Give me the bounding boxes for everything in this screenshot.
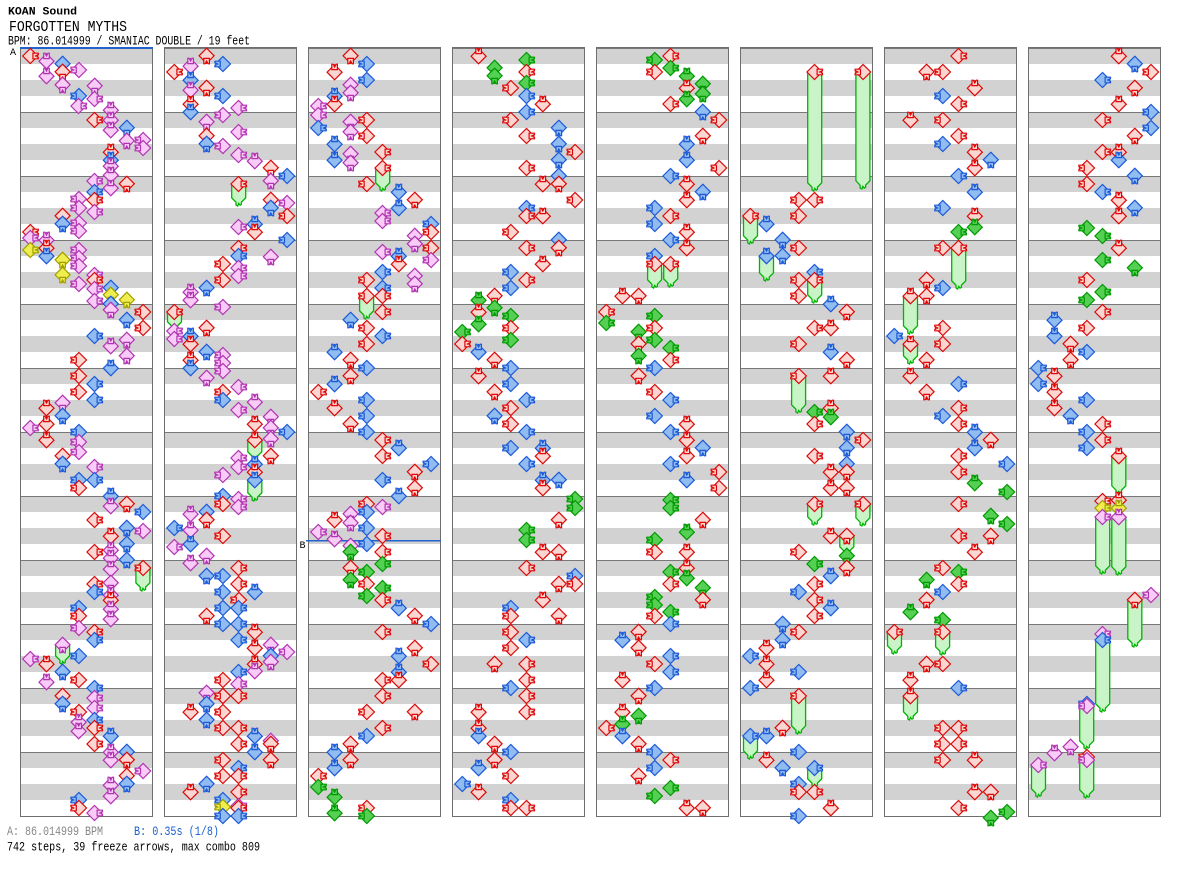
svg-text:KOAN Sound: KOAN Sound (8, 7, 77, 19)
svg-text:A: A (10, 48, 16, 59)
svg-text:742 steps, 39 freeze arrows, m: 742 steps, 39 freeze arrows, max combo 8… (7, 840, 260, 855)
svg-text:FORGOTTEN MYTHS: FORGOTTEN MYTHS (9, 20, 127, 36)
svg-text:BPM: 86.014999 / SMANIAC DOUBL: BPM: 86.014999 / SMANIAC DOUBLE / 19 fee… (8, 34, 250, 49)
svg-text:B: 0.35s (1/8): B: 0.35s (1/8) (134, 824, 219, 839)
svg-text:B: B (300, 541, 306, 552)
svg-text:A: 86.014999 BPM: A: 86.014999 BPM (7, 824, 103, 839)
